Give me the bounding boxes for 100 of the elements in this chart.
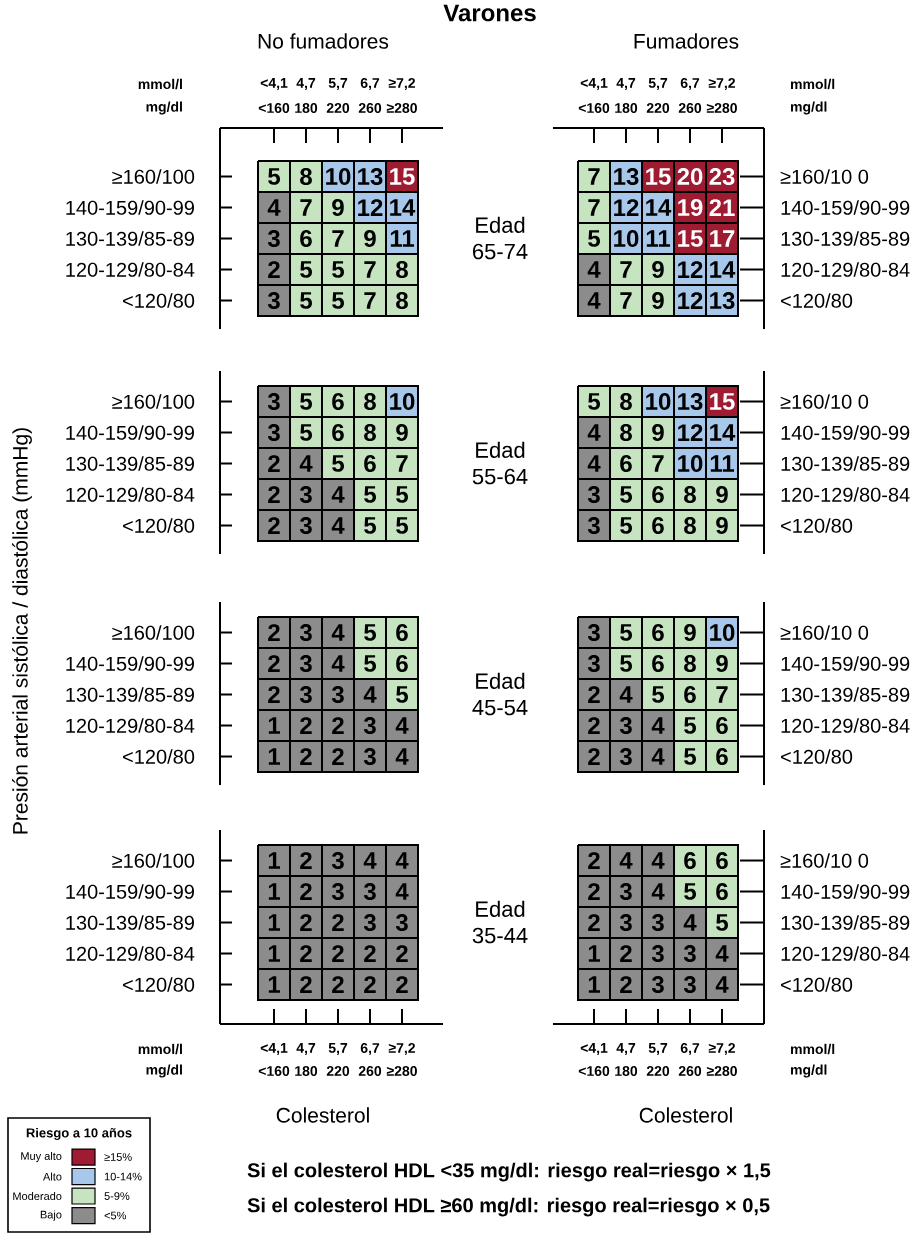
data-label: 2 bbox=[300, 883, 312, 900]
data-label: 7 bbox=[396, 455, 408, 472]
data-label: 3 bbox=[651, 976, 664, 994]
data-label: 5 bbox=[396, 517, 409, 534]
data-label: 4 bbox=[587, 261, 601, 278]
data-label: 20 bbox=[677, 168, 703, 185]
data-label: 10 bbox=[646, 393, 671, 410]
data-label: 4 bbox=[395, 883, 409, 900]
data-label: 4 bbox=[331, 517, 345, 534]
data-label: 9 bbox=[652, 292, 664, 309]
y-tick-label: <120/80 bbox=[781, 518, 853, 533]
y-tick-label: 120-129/80-84 bbox=[66, 487, 195, 502]
data-label: 5 bbox=[620, 517, 632, 534]
data-label: 6 bbox=[716, 852, 728, 869]
data-label: 3 bbox=[331, 852, 344, 870]
text: mmol/l bbox=[790, 78, 835, 90]
text: mg/dl bbox=[146, 101, 182, 115]
text: 180 bbox=[615, 103, 638, 113]
x-tick-label: <4,1 bbox=[580, 78, 608, 90]
y-tick-label: 140-159/90-99 bbox=[781, 200, 910, 215]
data-label: 3 bbox=[363, 883, 376, 901]
data-label: 3 bbox=[331, 883, 344, 901]
y-tick-label: 130-139/85-89 bbox=[66, 231, 194, 246]
y-tick-label: 120-129/80-84 bbox=[66, 262, 195, 277]
data-label: 1 bbox=[268, 945, 280, 962]
data-label: 4 bbox=[267, 199, 281, 216]
data-label: 7 bbox=[588, 168, 600, 185]
y-axis-title: Presión arterial sistólica / diastólica (mmHg) bbox=[12, 428, 32, 834]
y2-axis-title: Edad 55-64 bbox=[472, 441, 528, 485]
data-label: 2 bbox=[268, 655, 280, 672]
text: mmol/l bbox=[138, 1043, 182, 1055]
data-label: 3 bbox=[587, 624, 600, 642]
data-label: 5 bbox=[588, 393, 600, 410]
y-tick-label: 120-129/80-84 bbox=[781, 262, 910, 277]
y-tick-label: <120/80 bbox=[123, 749, 195, 764]
data-label: 4 bbox=[587, 292, 601, 309]
y-tick-label: ≥160/10 0 bbox=[780, 169, 869, 184]
data-label: 9 bbox=[684, 624, 696, 641]
text: 180 bbox=[295, 103, 318, 113]
text: ≥280 bbox=[386, 1066, 417, 1076]
data-label: 4 bbox=[299, 455, 313, 472]
data-label: 8 bbox=[364, 393, 376, 410]
text: <160 bbox=[258, 103, 290, 113]
data-label: 12 bbox=[614, 199, 639, 216]
text: mg/dl bbox=[790, 1064, 827, 1078]
data-label: 2 bbox=[300, 748, 312, 765]
text: ≥280 bbox=[706, 103, 737, 113]
data-label: 4 bbox=[619, 852, 633, 869]
data-label: 3 bbox=[267, 292, 280, 310]
data-label: 9 bbox=[716, 486, 728, 503]
data-label: 9 bbox=[396, 424, 408, 441]
text: <160 bbox=[258, 1066, 290, 1076]
text: 10-14% bbox=[104, 1172, 142, 1181]
data-label: 7 bbox=[588, 199, 600, 216]
data-label: 6 bbox=[652, 624, 664, 641]
data-label: 2 bbox=[268, 624, 280, 641]
y-tick-label: <120/80 bbox=[123, 293, 195, 308]
data-label: 5 bbox=[620, 655, 632, 672]
y-tick-label: <120/80 bbox=[781, 749, 853, 764]
data-label: 13 bbox=[358, 168, 383, 186]
data-label: 6 bbox=[716, 883, 728, 900]
y-tick-label: 140-159/90-99 bbox=[66, 200, 194, 215]
text: <160 bbox=[578, 1066, 610, 1076]
data-label: 3 bbox=[267, 393, 280, 411]
data-label: 7 bbox=[620, 261, 632, 278]
y2-axis-title: Edad 45-54 bbox=[472, 672, 528, 716]
data-label: 5 bbox=[716, 914, 729, 931]
data-label: 4 bbox=[715, 976, 729, 993]
x-tick-label: <4,1 bbox=[260, 78, 288, 90]
data-label: 9 bbox=[364, 230, 376, 247]
data-label: 8 bbox=[396, 292, 408, 309]
data-label: 9 bbox=[716, 655, 728, 672]
data-label: 3 bbox=[619, 883, 632, 901]
data-label: 3 bbox=[267, 424, 280, 442]
data-label: 6 bbox=[652, 655, 664, 672]
y-tick-label: <120/80 bbox=[781, 293, 853, 308]
data-label: 3 bbox=[651, 914, 664, 932]
data-label: 4 bbox=[331, 655, 345, 672]
x-tick-label: 6,7 bbox=[680, 78, 700, 90]
data-label: 6 bbox=[620, 455, 632, 472]
data-label: 1 bbox=[268, 883, 280, 900]
data-label: 10 bbox=[678, 455, 703, 472]
y-tick-label: 130-139/85-89 bbox=[781, 231, 910, 246]
text: Si el colesterol HDL ≥60 mg/dl: riesgo real=riesgo × 0,5 bbox=[247, 1197, 770, 1217]
data-label: 4 bbox=[363, 686, 377, 703]
text: 260 bbox=[358, 103, 382, 113]
x-tick-label: ≥7,2 bbox=[708, 78, 736, 90]
data-label: 5 bbox=[364, 655, 376, 672]
y-tick-label: ≥160/10 0 bbox=[780, 853, 869, 868]
text: 180 bbox=[295, 1066, 318, 1076]
data-label: 10 bbox=[614, 230, 639, 247]
y-tick-label: 120-129/80-84 bbox=[66, 718, 195, 733]
data-label: 6 bbox=[652, 486, 664, 503]
data-label: 1 bbox=[268, 976, 280, 993]
text: ≥280 bbox=[386, 103, 417, 113]
data-label: 5 bbox=[684, 717, 697, 734]
y-tick-label: 130-139/85-89 bbox=[66, 915, 194, 930]
y2-axis-title: Edad 35-44 bbox=[472, 900, 528, 944]
data-label: 1 bbox=[588, 976, 600, 993]
data-label: 21 bbox=[709, 199, 735, 216]
